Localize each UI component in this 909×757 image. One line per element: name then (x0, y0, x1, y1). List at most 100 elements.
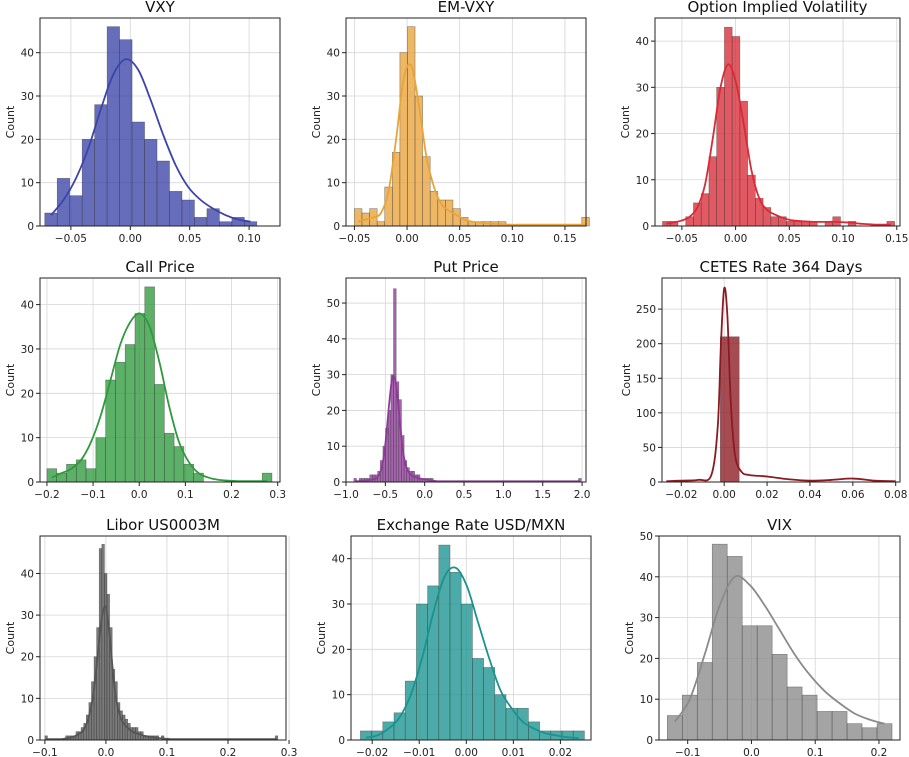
histogram-bar (119, 39, 133, 227)
y-tick-label: 0 (642, 221, 649, 233)
histogram-bar (460, 603, 473, 741)
histogram-bar (801, 694, 818, 741)
y-tick-label: 0 (333, 477, 340, 489)
kde-line (666, 286, 896, 483)
histogram-bar (770, 216, 779, 227)
y-axis-label: Count (4, 105, 17, 138)
y-tick-label: 30 (21, 91, 34, 103)
y-tick-label: 30 (332, 599, 345, 611)
y-tick-label: 20 (327, 405, 340, 417)
y-axis-label: Count (619, 105, 632, 138)
histogram-bar (219, 221, 233, 227)
chart-title: CETES Rate 364 Days (700, 258, 863, 276)
x-tick-label: 0.00 (395, 233, 418, 245)
histogram-bar (700, 193, 710, 227)
histogram-bar (115, 361, 126, 483)
histogram-panel: −1.0 −0.5 0.0 0.5 1.0 1.5 2.0 0 10 20 30 40 50 Count P… (310, 258, 590, 501)
histogram-bar (144, 139, 158, 227)
histogram-bar (124, 718, 129, 741)
histogram-bar (414, 95, 423, 227)
x-tick-label: 0.0 (98, 747, 115, 757)
histogram-bar (741, 625, 758, 741)
histogram-bar (404, 680, 417, 741)
histogram-bar (360, 730, 372, 741)
x-tick-label: 1.0 (495, 489, 512, 501)
histogram-bar (376, 221, 386, 227)
y-axis-label: Count (620, 363, 633, 396)
chart-title: Exchange Rate USD/MXN (377, 516, 566, 534)
kde-line (357, 63, 586, 226)
x-tick-label: 0.05 (178, 233, 201, 245)
x-tick-label: 0.1 (159, 747, 176, 757)
kde-line (365, 566, 579, 740)
histogram-panel: −0.05 0.00 0.05 0.10 0.15 0 10 20 30 40 Count Optio… (619, 0, 908, 245)
histogram-bar (194, 217, 208, 227)
axes-frame (345, 17, 587, 227)
histogram-bar (786, 221, 795, 227)
y-tick-label: 10 (640, 694, 653, 706)
axes-frame (350, 535, 592, 741)
histogram-bar (156, 160, 170, 227)
x-tick-label: 0.00 (119, 233, 142, 245)
histogram-bar (449, 571, 462, 741)
y-tick-label: 50 (327, 298, 340, 310)
histogram-bar (131, 121, 145, 227)
y-tick-label: 0 (27, 735, 34, 747)
x-tick-label: 0.2 (223, 489, 240, 501)
y-tick-label: 30 (21, 344, 34, 356)
histogram-bar (244, 221, 258, 227)
x-tick-label: −0.02 (356, 747, 388, 757)
chart-title: Libor US0003M (106, 516, 220, 534)
y-tick-label: 250 (636, 304, 656, 316)
x-tick-label: 0.1 (807, 747, 824, 757)
y-tick-label: 30 (640, 613, 653, 625)
y-tick-label: 10 (332, 690, 345, 702)
histogram-bar (708, 156, 717, 227)
histogram-bar (354, 208, 363, 227)
x-tick-label: −0.02 (665, 489, 697, 501)
y-tick-label: 200 (636, 339, 656, 351)
y-tick-label: 10 (21, 433, 34, 445)
y-tick-label: 40 (332, 554, 345, 566)
histogram-bar (144, 286, 155, 483)
chart-title: Call Price (125, 258, 194, 276)
histogram-bar (438, 544, 451, 741)
histogram-bar (427, 585, 440, 741)
y-axis-label: Count (310, 363, 323, 396)
x-tick-label: −0.1 (80, 489, 106, 501)
histogram-bar (831, 711, 848, 741)
chart-title: VIX (767, 516, 792, 534)
histogram-bar (681, 694, 698, 741)
histogram-bar (164, 432, 175, 483)
histogram-bar (711, 543, 728, 741)
histogram-bar (106, 26, 120, 227)
histogram-bar (731, 36, 741, 227)
x-tick-label: 0.05 (778, 233, 801, 245)
y-tick-label: 40 (327, 48, 340, 60)
axes-frame (661, 277, 901, 483)
y-tick-label: 40 (640, 572, 653, 584)
y-tick-label: 10 (636, 175, 649, 187)
y-tick-label: 10 (327, 441, 340, 453)
y-tick-label: 150 (636, 373, 656, 385)
x-tick-label: 0.2 (871, 747, 888, 757)
x-tick-label: 0.02 (549, 747, 572, 757)
histogram-bar (756, 625, 773, 741)
x-tick-label: 0.10 (831, 233, 854, 245)
x-tick-label: 0.00 (712, 489, 735, 501)
x-tick-label: 0.10 (501, 233, 524, 245)
axes-frame (39, 535, 287, 741)
histogram-bar (137, 731, 141, 741)
y-tick-label: 20 (327, 134, 340, 146)
x-tick-label: 0.15 (885, 233, 908, 245)
x-tick-label: 0.06 (841, 489, 865, 501)
histogram-bar (666, 715, 683, 741)
x-tick-label: 0.1 (177, 489, 194, 501)
x-tick-label: 0.0 (416, 489, 433, 501)
histogram-bar (407, 26, 416, 227)
histogram-bar (369, 474, 373, 483)
histogram-bar (472, 658, 484, 741)
x-tick-label: 0.04 (798, 489, 822, 501)
histogram-bar (124, 344, 136, 483)
histogram-bar (104, 573, 108, 741)
